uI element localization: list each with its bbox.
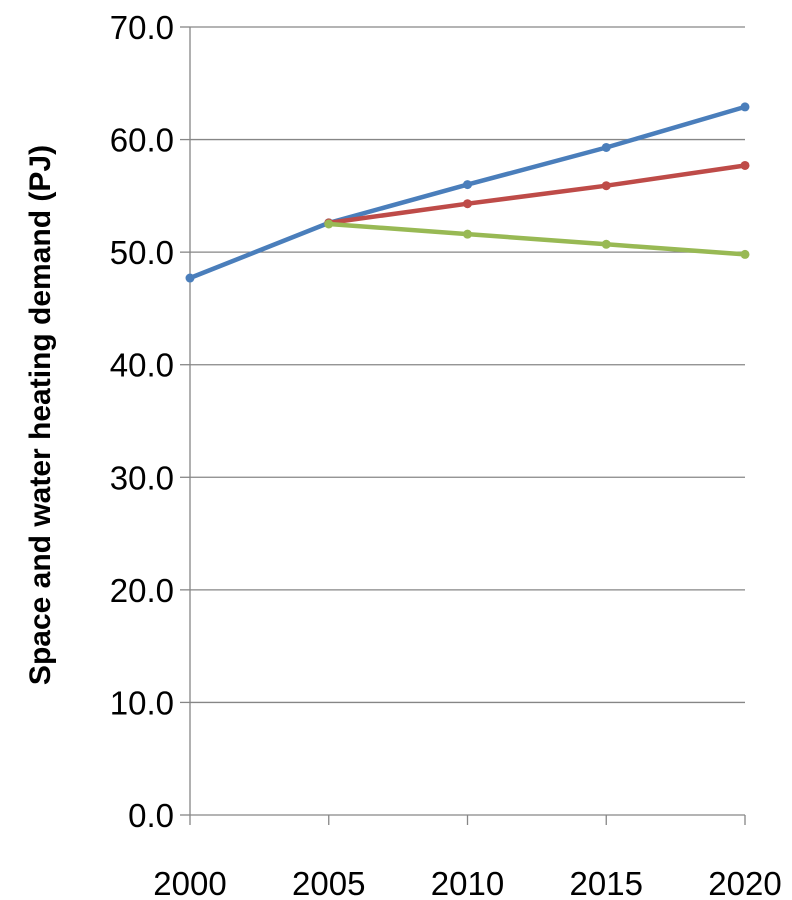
- x-tick-label: 2015: [570, 865, 643, 900]
- x-tick-label: 2010: [431, 865, 504, 900]
- series-lines: [185, 102, 750, 283]
- data-point: [463, 180, 472, 190]
- y-axis-title: Space and water heating demand (PJ): [24, 145, 57, 685]
- data-point: [185, 273, 195, 283]
- gridlines: [190, 26, 745, 704]
- data-point: [740, 249, 750, 259]
- data-point: [601, 181, 611, 191]
- series-line-3: [326, 221, 748, 257]
- data-point: [324, 219, 334, 229]
- tick-labels: 0.0 10.0 20.0 30.0 40.0 50.0 60.0 70.0 2000 2005 2…: [110, 9, 782, 900]
- data-point: [463, 229, 472, 239]
- y-tick-label: 70.0: [110, 9, 174, 46]
- x-tick-label: 2000: [153, 865, 226, 900]
- x-tick-label: 2020: [708, 865, 781, 900]
- y-tick-label: 40.0: [110, 347, 174, 384]
- x-tick-label: 2005: [292, 865, 365, 900]
- y-tick-label: 10.0: [110, 684, 174, 721]
- axes: [180, 26, 746, 825]
- data-point: [463, 199, 472, 209]
- data-point: [740, 160, 750, 170]
- data-point: [601, 239, 611, 249]
- y-tick-label: 20.0: [110, 572, 174, 609]
- y-tick-label: 0.0: [128, 797, 174, 834]
- series-line-2: [326, 163, 748, 226]
- y-tick-label: 60.0: [110, 122, 174, 159]
- data-point: [740, 102, 750, 112]
- y-tick-label: 50.0: [110, 234, 174, 271]
- data-point: [601, 142, 611, 152]
- y-tick-label: 30.0: [110, 459, 174, 496]
